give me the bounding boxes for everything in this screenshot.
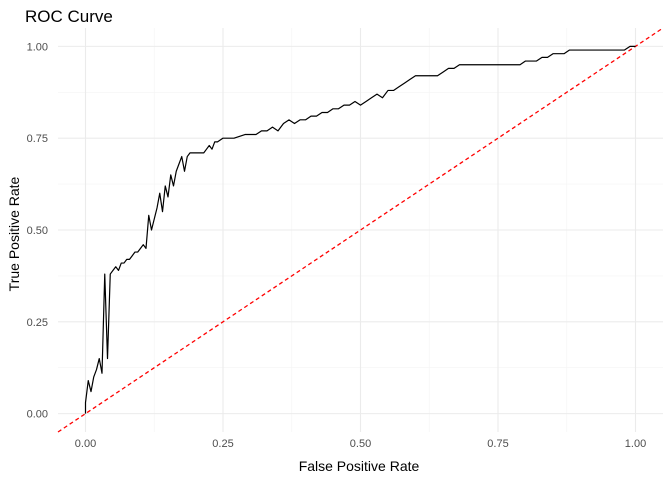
grid [58,28,663,432]
x-tick-label: 0.75 [487,438,508,450]
y-tick-label: 1.00 [27,41,48,53]
y-tick-label: 0.75 [27,133,48,145]
plot-series [57,27,664,433]
chart-title: ROC Curve [25,7,113,26]
x-tick-label: 1.00 [625,438,646,450]
chance-diagonal-line [57,27,664,433]
x-tick-label: 0.00 [75,438,96,450]
y-tick-label: 0.00 [27,409,48,421]
x-axis-title: False Positive Rate [299,458,420,474]
y-tick-label: 0.25 [27,317,48,329]
x-tick-label: 0.25 [212,438,233,450]
y-tick-label: 0.50 [27,225,48,237]
y-axis-title: True Positive Rate [6,176,22,291]
roc-curve-line [84,45,636,414]
x-axis-tick-labels: 0.00 0.25 0.50 0.75 1.00 [75,438,646,450]
y-axis-tick-labels: 0.00 0.25 0.50 0.75 1.00 [27,41,48,420]
x-tick-label: 0.50 [350,438,371,450]
